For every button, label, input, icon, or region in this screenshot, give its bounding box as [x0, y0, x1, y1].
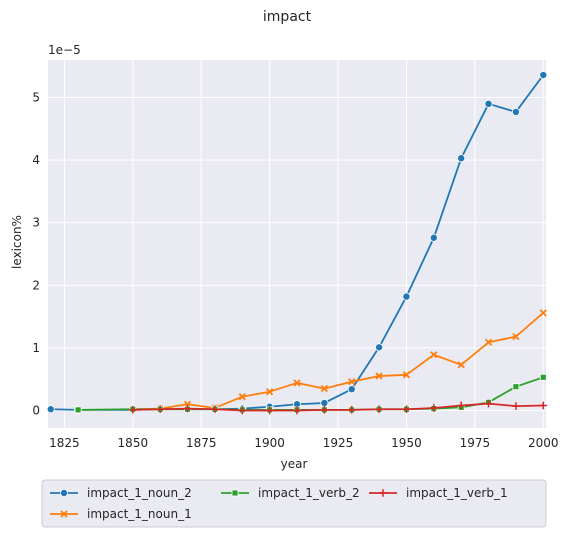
- data-point: [156, 405, 164, 414]
- data-point: [379, 489, 387, 497]
- y-tick-label: 3: [32, 216, 40, 230]
- legend-item: impact_1_noun_2: [50, 486, 192, 500]
- data-point: [375, 343, 384, 352]
- data-point: [457, 401, 465, 410]
- series-line: [132, 402, 544, 412]
- y-tick-label: 5: [32, 91, 40, 105]
- data-point: [320, 398, 329, 407]
- data-point: [265, 406, 274, 415]
- legend-label: impact_1_noun_1: [87, 507, 192, 521]
- data-point: [457, 154, 466, 163]
- legend-label: impact_1_noun_2: [87, 486, 192, 500]
- data-point: [402, 292, 411, 301]
- legend: impact_1_noun_2 impact_1_noun_1 impact_1_v…: [41, 479, 547, 528]
- data-point: [539, 401, 548, 410]
- data-point: [46, 405, 55, 414]
- x-tick-label: 1900: [254, 436, 285, 450]
- legend-item: impact_1_verb_1: [369, 486, 508, 500]
- legend-item: impact_1_noun_1: [50, 507, 192, 521]
- data-point: [484, 338, 493, 346]
- data-point: [238, 406, 247, 415]
- x-tick-label: 1850: [118, 436, 149, 450]
- y-axis-label: lexicon%: [10, 215, 24, 269]
- data-point: [539, 309, 547, 317]
- y-tick-label: 4: [32, 153, 40, 167]
- x-tick-label: 2000: [528, 436, 559, 450]
- data-point: [484, 399, 493, 408]
- data-point: [430, 404, 438, 412]
- plot-area: [48, 60, 546, 428]
- data-point: [539, 71, 548, 80]
- data-point: [320, 384, 328, 393]
- data-point: [347, 406, 356, 414]
- series-impact_1_verb_1: [129, 399, 548, 415]
- y-tick-label: 0: [32, 403, 40, 417]
- y-tick-labels: 0 1 2 3 4 5: [32, 91, 40, 418]
- data-point: [512, 402, 520, 410]
- data-point: [539, 373, 547, 381]
- y-scale-label: 1e−5: [48, 43, 81, 57]
- data-point: [402, 371, 411, 379]
- x-tick-label: 1875: [186, 436, 217, 450]
- data-point: [348, 378, 356, 386]
- data-point: [320, 406, 329, 414]
- y-tick-label: 2: [32, 278, 40, 292]
- data-point: [457, 361, 465, 369]
- x-tick-label: 1825: [49, 436, 80, 450]
- data-point: [429, 233, 438, 242]
- data-point: [512, 383, 520, 391]
- chart-title: impact: [263, 9, 312, 25]
- data-point: [238, 393, 246, 401]
- data-point: [375, 372, 383, 380]
- data-point: [129, 406, 137, 414]
- data-point: [511, 107, 520, 116]
- data-point: [231, 489, 239, 497]
- data-point: [375, 405, 383, 414]
- data-point: [347, 385, 356, 394]
- data-point: [512, 332, 520, 341]
- x-tick-label: 1950: [391, 436, 422, 450]
- legend-label: impact_1_verb_1: [406, 486, 508, 500]
- data-point: [74, 406, 82, 414]
- data-point: [402, 405, 411, 414]
- data-point: [60, 488, 69, 497]
- legend-box: [41, 479, 547, 528]
- x-tick-label: 1975: [460, 436, 491, 450]
- legend-label: impact_1_verb_2: [258, 486, 360, 500]
- legend-item: impact_1_verb_2: [221, 486, 360, 500]
- x-tick-label: 1925: [323, 436, 354, 450]
- series-layer: [46, 71, 548, 415]
- data-point: [430, 351, 438, 359]
- data-point: [484, 99, 493, 108]
- data-point: [60, 510, 68, 518]
- series-line: [132, 312, 544, 411]
- data-point: [211, 405, 219, 414]
- data-point: [266, 388, 274, 396]
- data-point: [293, 379, 301, 387]
- x-axis-label: year: [281, 457, 308, 471]
- data-point: [293, 406, 301, 415]
- x-tick-labels: 1825 1850 1875 1900 1925 1950 1975 2000: [49, 436, 558, 450]
- y-tick-label: 1: [32, 341, 40, 355]
- data-point: [183, 404, 192, 413]
